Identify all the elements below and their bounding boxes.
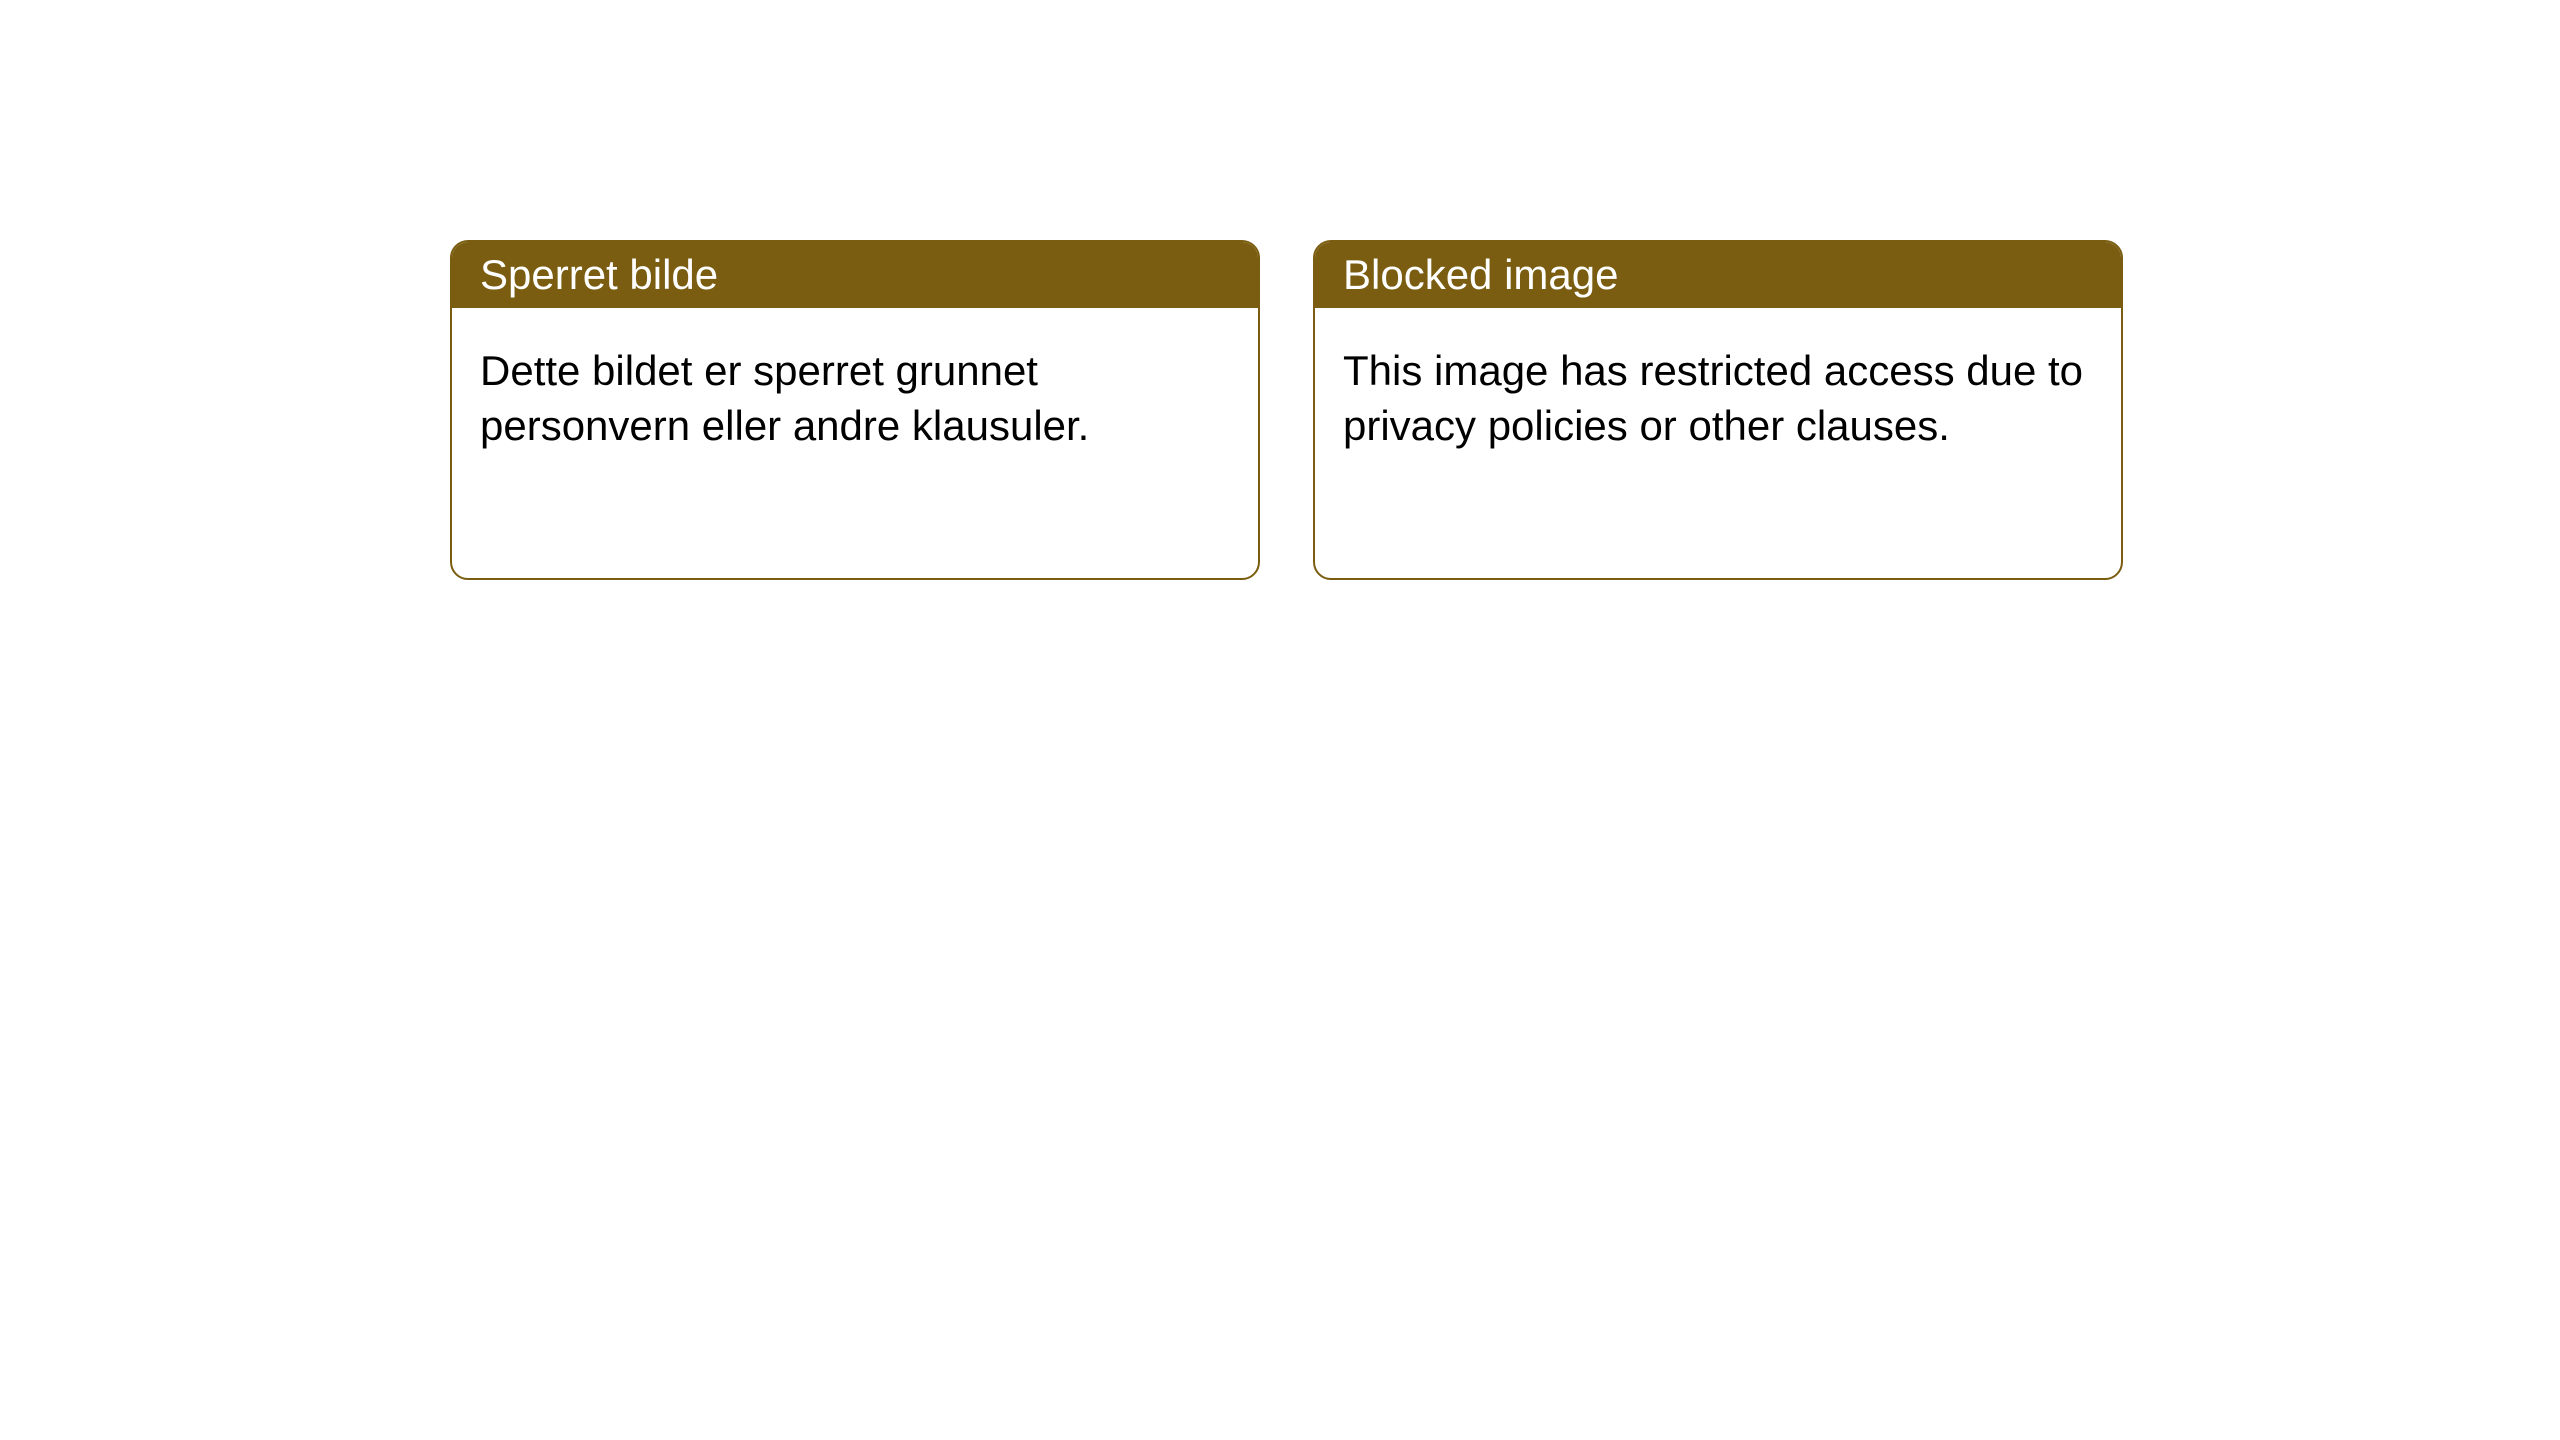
notice-body-english: This image has restricted access due to …	[1315, 308, 2121, 489]
notice-title-english: Blocked image	[1315, 242, 2121, 308]
notice-card-norwegian: Sperret bilde Dette bildet er sperret gr…	[450, 240, 1260, 580]
notice-card-english: Blocked image This image has restricted …	[1313, 240, 2123, 580]
notice-body-norwegian: Dette bildet er sperret grunnet personve…	[452, 308, 1258, 489]
notice-title-norwegian: Sperret bilde	[452, 242, 1258, 308]
notice-container: Sperret bilde Dette bildet er sperret gr…	[0, 0, 2560, 580]
